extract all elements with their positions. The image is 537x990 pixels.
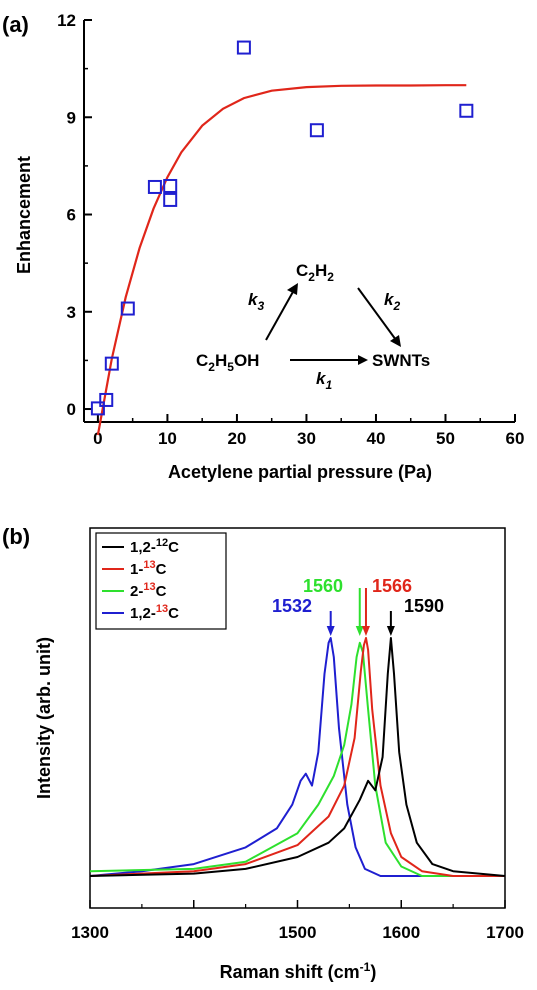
- panel-a-y-label: Enhancement: [14, 156, 34, 274]
- data-point: [147, 179, 162, 194]
- scheme-arrowhead-k3: [287, 283, 298, 295]
- b-x-tick-label-1600: 1600: [382, 923, 420, 942]
- legend-label-1,2-12C: 1,2-12C: [130, 537, 179, 556]
- b-x-tick-label-1500: 1500: [279, 923, 317, 942]
- peak-label-1590: 1590: [404, 596, 444, 616]
- panel-b-label: (b): [2, 524, 30, 549]
- panel-a-data-points: [90, 40, 474, 416]
- x-tick-label-10: 10: [158, 429, 177, 448]
- peak-label-1560: 1560: [303, 576, 343, 596]
- scheme-k2: k2: [384, 290, 400, 313]
- scheme-arrowhead-k1: [358, 355, 368, 365]
- legend-label-1,2-13C: 1,2-13C: [130, 603, 179, 622]
- reaction-scheme: C2H2 C2H5OH SWNTs k1 k2 k3: [196, 261, 430, 392]
- y-tick-label-3: 3: [67, 303, 76, 322]
- data-point: [104, 356, 119, 371]
- panel-b-y-label: Intensity (arb. unit): [34, 637, 54, 799]
- data-point: [99, 392, 114, 407]
- data-point: [163, 178, 178, 193]
- legend-label-1-13C: 1-13C: [130, 559, 167, 578]
- x-tick-label-50: 50: [436, 429, 455, 448]
- scheme-intermediate: C2H2: [296, 261, 334, 284]
- scheme-reactant: C2H5OH: [196, 351, 259, 374]
- data-point: [90, 401, 105, 416]
- x-tick-label-30: 30: [297, 429, 316, 448]
- scheme-arrow-k3: [265, 289, 295, 341]
- data-point: [309, 123, 324, 138]
- x-tick-label-0: 0: [93, 429, 102, 448]
- panel-b-x-label: Raman shift (cm-1): [220, 960, 377, 982]
- y-tick-label-0: 0: [67, 400, 76, 419]
- y-tick-label-6: 6: [67, 206, 76, 225]
- scheme-product: SWNTs: [372, 351, 430, 370]
- peak-arrowhead-1590: [386, 626, 395, 636]
- data-point: [459, 103, 474, 118]
- peak-arrowhead-1560: [355, 626, 364, 636]
- b-x-tick-label-1300: 1300: [71, 923, 109, 942]
- panel-a-frame: [83, 20, 515, 423]
- peak-label-1532: 1532: [272, 596, 312, 616]
- b-x-tick-label-1400: 1400: [175, 923, 213, 942]
- panel-a-x-label: Acetylene partial pressure (Pa): [168, 462, 432, 482]
- data-point: [120, 301, 135, 316]
- y-tick-label-9: 9: [67, 108, 76, 127]
- peak-arrowhead-1566: [361, 626, 370, 636]
- legend-label-2-13C: 2-13C: [130, 581, 167, 600]
- scheme-k3: k3: [248, 290, 264, 313]
- scheme-arrowhead-k2: [390, 335, 401, 347]
- y-tick-label-12: 12: [57, 11, 76, 30]
- x-tick-label-20: 20: [227, 429, 246, 448]
- peak-label-1566: 1566: [372, 576, 412, 596]
- x-tick-label-40: 40: [367, 429, 386, 448]
- data-point: [163, 192, 178, 207]
- panel-b-legend: 1,2-12C 1-13C 2-13C 1,2-13C: [95, 532, 227, 630]
- spectrum-2-13C: [89, 641, 505, 877]
- peak-arrowhead-1532: [326, 626, 335, 636]
- panel-b-spectra: [89, 637, 506, 877]
- scheme-arrow-k2: [357, 287, 397, 341]
- panel-b-ticks: 1300 1400 1500 1600 1700: [71, 900, 524, 942]
- panel-a-label: (a): [2, 12, 29, 37]
- panel-a-fit-curve: [96, 84, 467, 436]
- data-point: [236, 40, 251, 55]
- spectrum-1-13C: [89, 637, 505, 877]
- spectrum-1,2-12C: [89, 637, 506, 877]
- panel-a-ticks: 0 10 20 30 40 50 60 0 3 6 9 12: [57, 11, 524, 448]
- fit-line: [96, 84, 467, 436]
- scheme-k1: k1: [316, 369, 332, 392]
- spectrum-1,2-13C: [89, 637, 505, 877]
- x-tick-label-60: 60: [506, 429, 525, 448]
- b-x-tick-label-1700: 1700: [486, 923, 524, 942]
